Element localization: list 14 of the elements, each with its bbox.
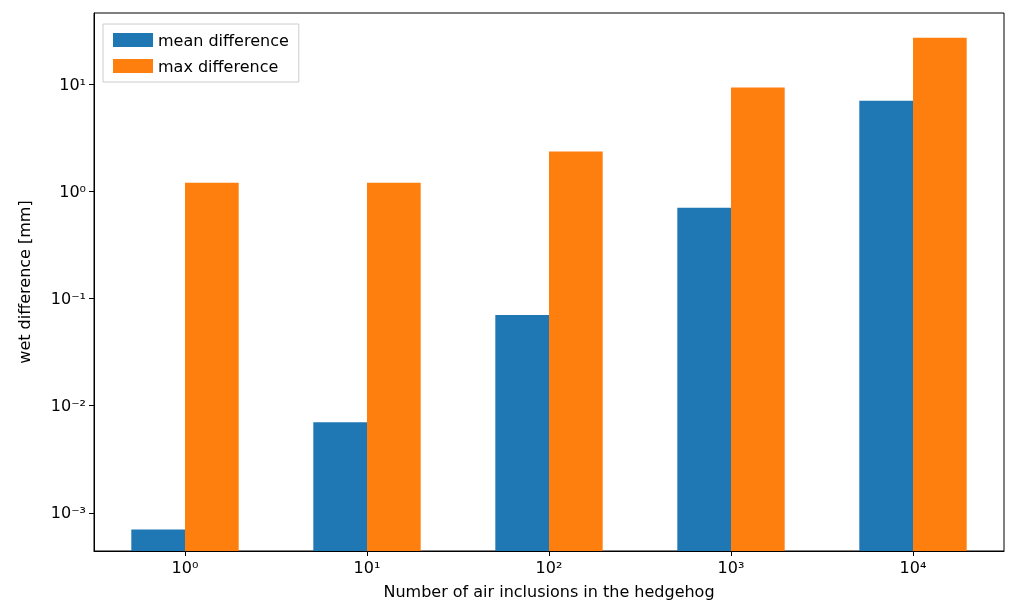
y-tick-label: 10¹ — [59, 74, 86, 94]
y-tick-label: 10⁻¹ — [50, 288, 86, 308]
x-tick-label: 10⁰ — [171, 557, 199, 577]
y-tick-label: 10⁻³ — [50, 503, 86, 523]
x-axis-title: Number of air inclusions in the hedgehog — [383, 581, 715, 601]
legend-label: mean difference — [158, 30, 289, 50]
y-tick-label: 10⁻² — [50, 396, 86, 416]
y-tick-label: 10⁰ — [59, 181, 86, 201]
x-tick-label: 10¹ — [353, 557, 381, 577]
x-tick-label: 10² — [535, 557, 563, 577]
y-axis-title: wet difference [mm] — [14, 200, 34, 364]
x-tick-label: 10⁴ — [899, 557, 927, 577]
x-tick-label: 10³ — [717, 557, 745, 577]
legend-label: max difference — [158, 56, 279, 76]
